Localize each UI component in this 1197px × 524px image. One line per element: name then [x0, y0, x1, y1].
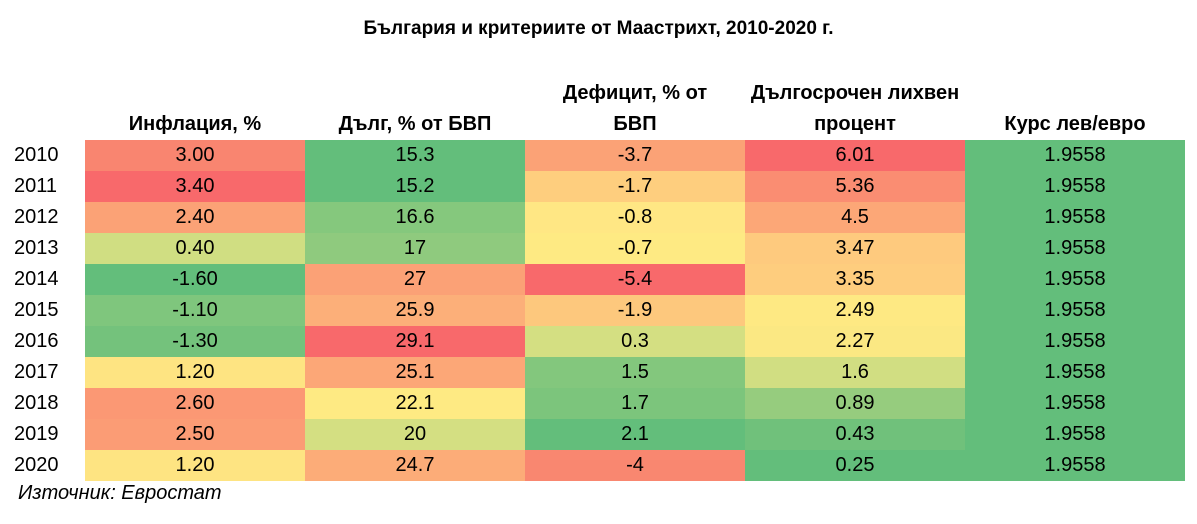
table-cell: 17 — [305, 233, 525, 264]
table-cell: 0.40 — [85, 233, 305, 264]
column-header: Курс лев/евро — [1004, 113, 1146, 135]
table-cell: 2.1 — [525, 419, 745, 450]
table-cell: 0.89 — [745, 388, 965, 419]
table-cell: 25.1 — [305, 357, 525, 388]
table-cell: -1.30 — [85, 326, 305, 357]
column-header: Дългосрочен лихвен процент — [750, 82, 960, 135]
row-year-label: 2011 — [14, 175, 58, 197]
table-cell: 6.01 — [745, 140, 965, 171]
table-cell: 1.9558 — [965, 233, 1185, 264]
table-cell: 2.60 — [85, 388, 305, 419]
row-year-label: 2014 — [14, 268, 59, 290]
table-cell: 3.35 — [745, 264, 965, 295]
table-cell: -0.7 — [525, 233, 745, 264]
row-year-label: 2018 — [14, 392, 59, 414]
table-cell: 1.9558 — [965, 202, 1185, 233]
table-cell: 1.9558 — [965, 295, 1185, 326]
table-cell: 1.9558 — [965, 450, 1185, 481]
row-year-label: 2015 — [14, 299, 59, 321]
table-cell: 2.40 — [85, 202, 305, 233]
column-header: Дефицит, % от БВП — [562, 82, 708, 135]
row-year-label: 2019 — [14, 423, 59, 445]
table-cell: 25.9 — [305, 295, 525, 326]
table-cell: 1.5 — [525, 357, 745, 388]
table-cell: 3.00 — [85, 140, 305, 171]
table-cell: 2.27 — [745, 326, 965, 357]
table-cell: 1.9558 — [965, 357, 1185, 388]
row-year-label: 2012 — [14, 206, 59, 228]
table-cell: 15.2 — [305, 171, 525, 202]
table-cell: 0.43 — [745, 419, 965, 450]
table-cell: 20 — [305, 419, 525, 450]
table-cell: 1.20 — [85, 450, 305, 481]
table-cell: 2.50 — [85, 419, 305, 450]
table-cell: 1.7 — [525, 388, 745, 419]
table-cell: 1.6 — [745, 357, 965, 388]
table-cell: -1.9 — [525, 295, 745, 326]
table-cell: -1.7 — [525, 171, 745, 202]
table-cell: -3.7 — [525, 140, 745, 171]
table-cell: 2.49 — [745, 295, 965, 326]
table-cell: 1.9558 — [965, 326, 1185, 357]
table-cell: 4.5 — [745, 202, 965, 233]
table-cell: 0.25 — [745, 450, 965, 481]
table-cell: 1.9558 — [965, 388, 1185, 419]
table-cell: 1.9558 — [965, 264, 1185, 295]
row-year-label: 2016 — [14, 330, 59, 352]
table-cell: 1.9558 — [965, 140, 1185, 171]
chart-title: България и критериите от Маастрихт, 2010… — [363, 18, 834, 39]
column-header: Дълг, % от БВП — [338, 113, 492, 135]
table-cell: -5.4 — [525, 264, 745, 295]
row-year-label: 2010 — [14, 144, 59, 166]
table-cell: 5.36 — [745, 171, 965, 202]
table-cell: 27 — [305, 264, 525, 295]
table-cell: -0.8 — [525, 202, 745, 233]
table-cell: 1.9558 — [965, 419, 1185, 450]
row-year-label: 2017 — [14, 361, 59, 383]
source-note: Източник: Евростат — [18, 482, 222, 504]
row-year-label: 2013 — [14, 237, 59, 259]
table-cell: 1.9558 — [965, 171, 1185, 202]
table-cell: 15.3 — [305, 140, 525, 171]
table-cell: -1.60 — [85, 264, 305, 295]
table-cell: 0.3 — [525, 326, 745, 357]
table-cell: 3.47 — [745, 233, 965, 264]
table-cell: -4 — [525, 450, 745, 481]
table-cell: 16.6 — [305, 202, 525, 233]
table-cell: 3.40 — [85, 171, 305, 202]
column-header: Инфлация, % — [128, 113, 262, 135]
row-year-label: 2020 — [14, 454, 59, 476]
table-cell: 1.20 — [85, 357, 305, 388]
table-cell: 29.1 — [305, 326, 525, 357]
table-cell: 24.7 — [305, 450, 525, 481]
table-cell: 22.1 — [305, 388, 525, 419]
table-cell: -1.10 — [85, 295, 305, 326]
